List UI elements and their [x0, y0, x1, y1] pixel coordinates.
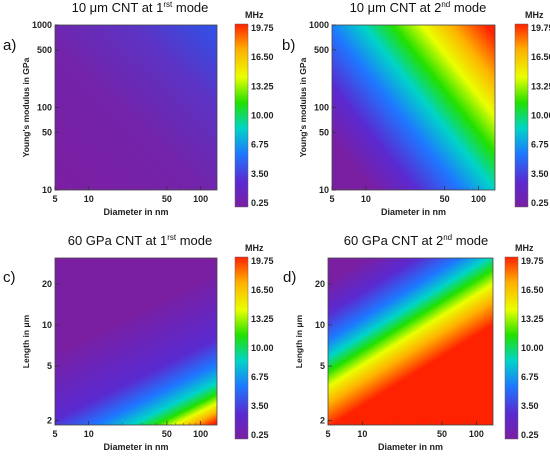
y-axis-label: Young's modulus in GPa	[21, 57, 31, 157]
heatmap-area	[55, 25, 217, 190]
colorbar-unit: MHz	[525, 10, 544, 20]
colorbar-tick-label: 6.75	[251, 140, 269, 150]
x-tick-label: 5	[329, 194, 334, 204]
y-tick-label: 50	[42, 127, 52, 137]
y-tick-label: 50	[319, 127, 329, 137]
colorbar-tick-label: 3.50	[531, 169, 549, 179]
x-tick-label: 10	[84, 194, 94, 204]
panel-title: 10 μm CNT at 2nd mode	[350, 0, 487, 15]
colorbar-tick-label: 19.75	[251, 23, 274, 33]
y-tick-label: 20	[42, 279, 52, 289]
x-axis-label: Diameter in nm	[103, 442, 168, 452]
panel-title: 10 μm CNT at 1rst mode	[72, 0, 209, 15]
y-axis-label: Length in μm	[21, 314, 31, 368]
panel-letter: b)	[282, 37, 295, 54]
heatmap-area	[332, 25, 495, 190]
plot-frame	[54, 257, 218, 426]
colorbar-tick-label: 0.25	[521, 430, 539, 440]
x-tick-label: 100	[471, 194, 486, 204]
colorbar	[234, 23, 249, 208]
colorbar-tick-label: 16.50	[531, 52, 550, 62]
colorbar-tick-label: 16.50	[251, 52, 274, 62]
colorbar-tick-label: 19.75	[521, 256, 544, 266]
x-tick-label: 5	[52, 429, 57, 439]
colorbar-tick-label: 16.50	[521, 285, 544, 295]
colorbar-tick-label: 13.25	[251, 314, 274, 324]
x-tick-label: 50	[162, 194, 172, 204]
x-axis-label: Diameter in nm	[103, 207, 168, 217]
colorbar-tick-label: 3.50	[521, 401, 539, 411]
y-axis-label: Length in μm	[294, 314, 304, 368]
colorbar-unit: MHz	[245, 10, 264, 20]
colorbar-tick-label: 19.75	[251, 256, 274, 266]
y-tick-label: 500	[37, 45, 52, 55]
x-tick-label: 50	[440, 194, 450, 204]
x-tick-label: 50	[162, 429, 172, 439]
y-tick-label: 100	[314, 103, 329, 113]
y-tick-label: 10	[319, 185, 329, 195]
heatmap-area	[55, 258, 217, 425]
colorbar-unit: MHz	[245, 243, 264, 253]
panel-letter: d)	[283, 269, 296, 286]
x-tick-label: 50	[437, 429, 447, 439]
colorbar-tick-label: 10.00	[531, 111, 550, 121]
panel-title: 60 GPa CNT at 1rst mode	[68, 233, 213, 248]
colorbar-tick-label: 13.25	[521, 314, 544, 324]
y-tick-label: 10	[42, 185, 52, 195]
colorbar-tick-label: 10.00	[251, 111, 274, 121]
x-tick-label: 5	[325, 429, 330, 439]
colorbar-tick-label: 6.75	[251, 372, 269, 382]
x-tick-label: 10	[357, 429, 367, 439]
panel-title: 60 GPa CNT at 2nd mode	[344, 233, 489, 248]
colorbar-tick-label: 6.75	[521, 372, 539, 382]
y-tick-label: 2	[47, 415, 52, 425]
y-tick-label: 1000	[32, 20, 52, 30]
plot-frame	[327, 257, 494, 426]
colorbar-tick-label: 0.25	[251, 430, 269, 440]
x-tick-label: 100	[193, 429, 208, 439]
x-axis-label: Diameter in nm	[381, 207, 446, 217]
colorbar-tick-label: 0.25	[531, 198, 549, 208]
x-axis-label: Diameter in nm	[378, 442, 443, 452]
colorbar-tick-label: 13.25	[531, 81, 550, 91]
colorbar	[514, 23, 529, 208]
heatmap-area	[328, 258, 493, 425]
x-tick-label: 100	[469, 429, 484, 439]
panel-letter: a)	[3, 37, 16, 54]
y-tick-label: 100	[37, 103, 52, 113]
colorbar	[234, 256, 249, 440]
y-tick-label: 5	[47, 361, 52, 371]
colorbar-tick-label: 3.50	[251, 169, 269, 179]
y-tick-label: 2	[320, 415, 325, 425]
colorbar	[504, 256, 519, 440]
y-tick-label: 20	[315, 279, 325, 289]
colorbar-tick-label: 3.50	[251, 401, 269, 411]
colorbar-tick-label: 13.25	[251, 81, 274, 91]
y-tick-label: 1000	[309, 20, 329, 30]
colorbar-tick-label: 6.75	[531, 140, 549, 150]
colorbar-tick-label: 10.00	[251, 343, 274, 353]
colorbar-unit: MHz	[515, 243, 534, 253]
colorbar-tick-label: 10.00	[521, 343, 544, 353]
x-tick-label: 5	[52, 194, 57, 204]
panel-letter: c)	[3, 269, 16, 286]
colorbar-tick-label: 19.75	[531, 23, 550, 33]
y-tick-label: 10	[42, 320, 52, 330]
colorbar-tick-label: 16.50	[251, 285, 274, 295]
x-tick-label: 10	[84, 429, 94, 439]
y-tick-label: 10	[315, 320, 325, 330]
y-tick-label: 500	[314, 45, 329, 55]
y-tick-label: 5	[320, 361, 325, 371]
x-tick-label: 10	[361, 194, 371, 204]
y-axis-label: Young's modulus in GPa	[298, 57, 308, 157]
x-tick-label: 100	[193, 194, 208, 204]
colorbar-tick-label: 0.25	[251, 198, 269, 208]
